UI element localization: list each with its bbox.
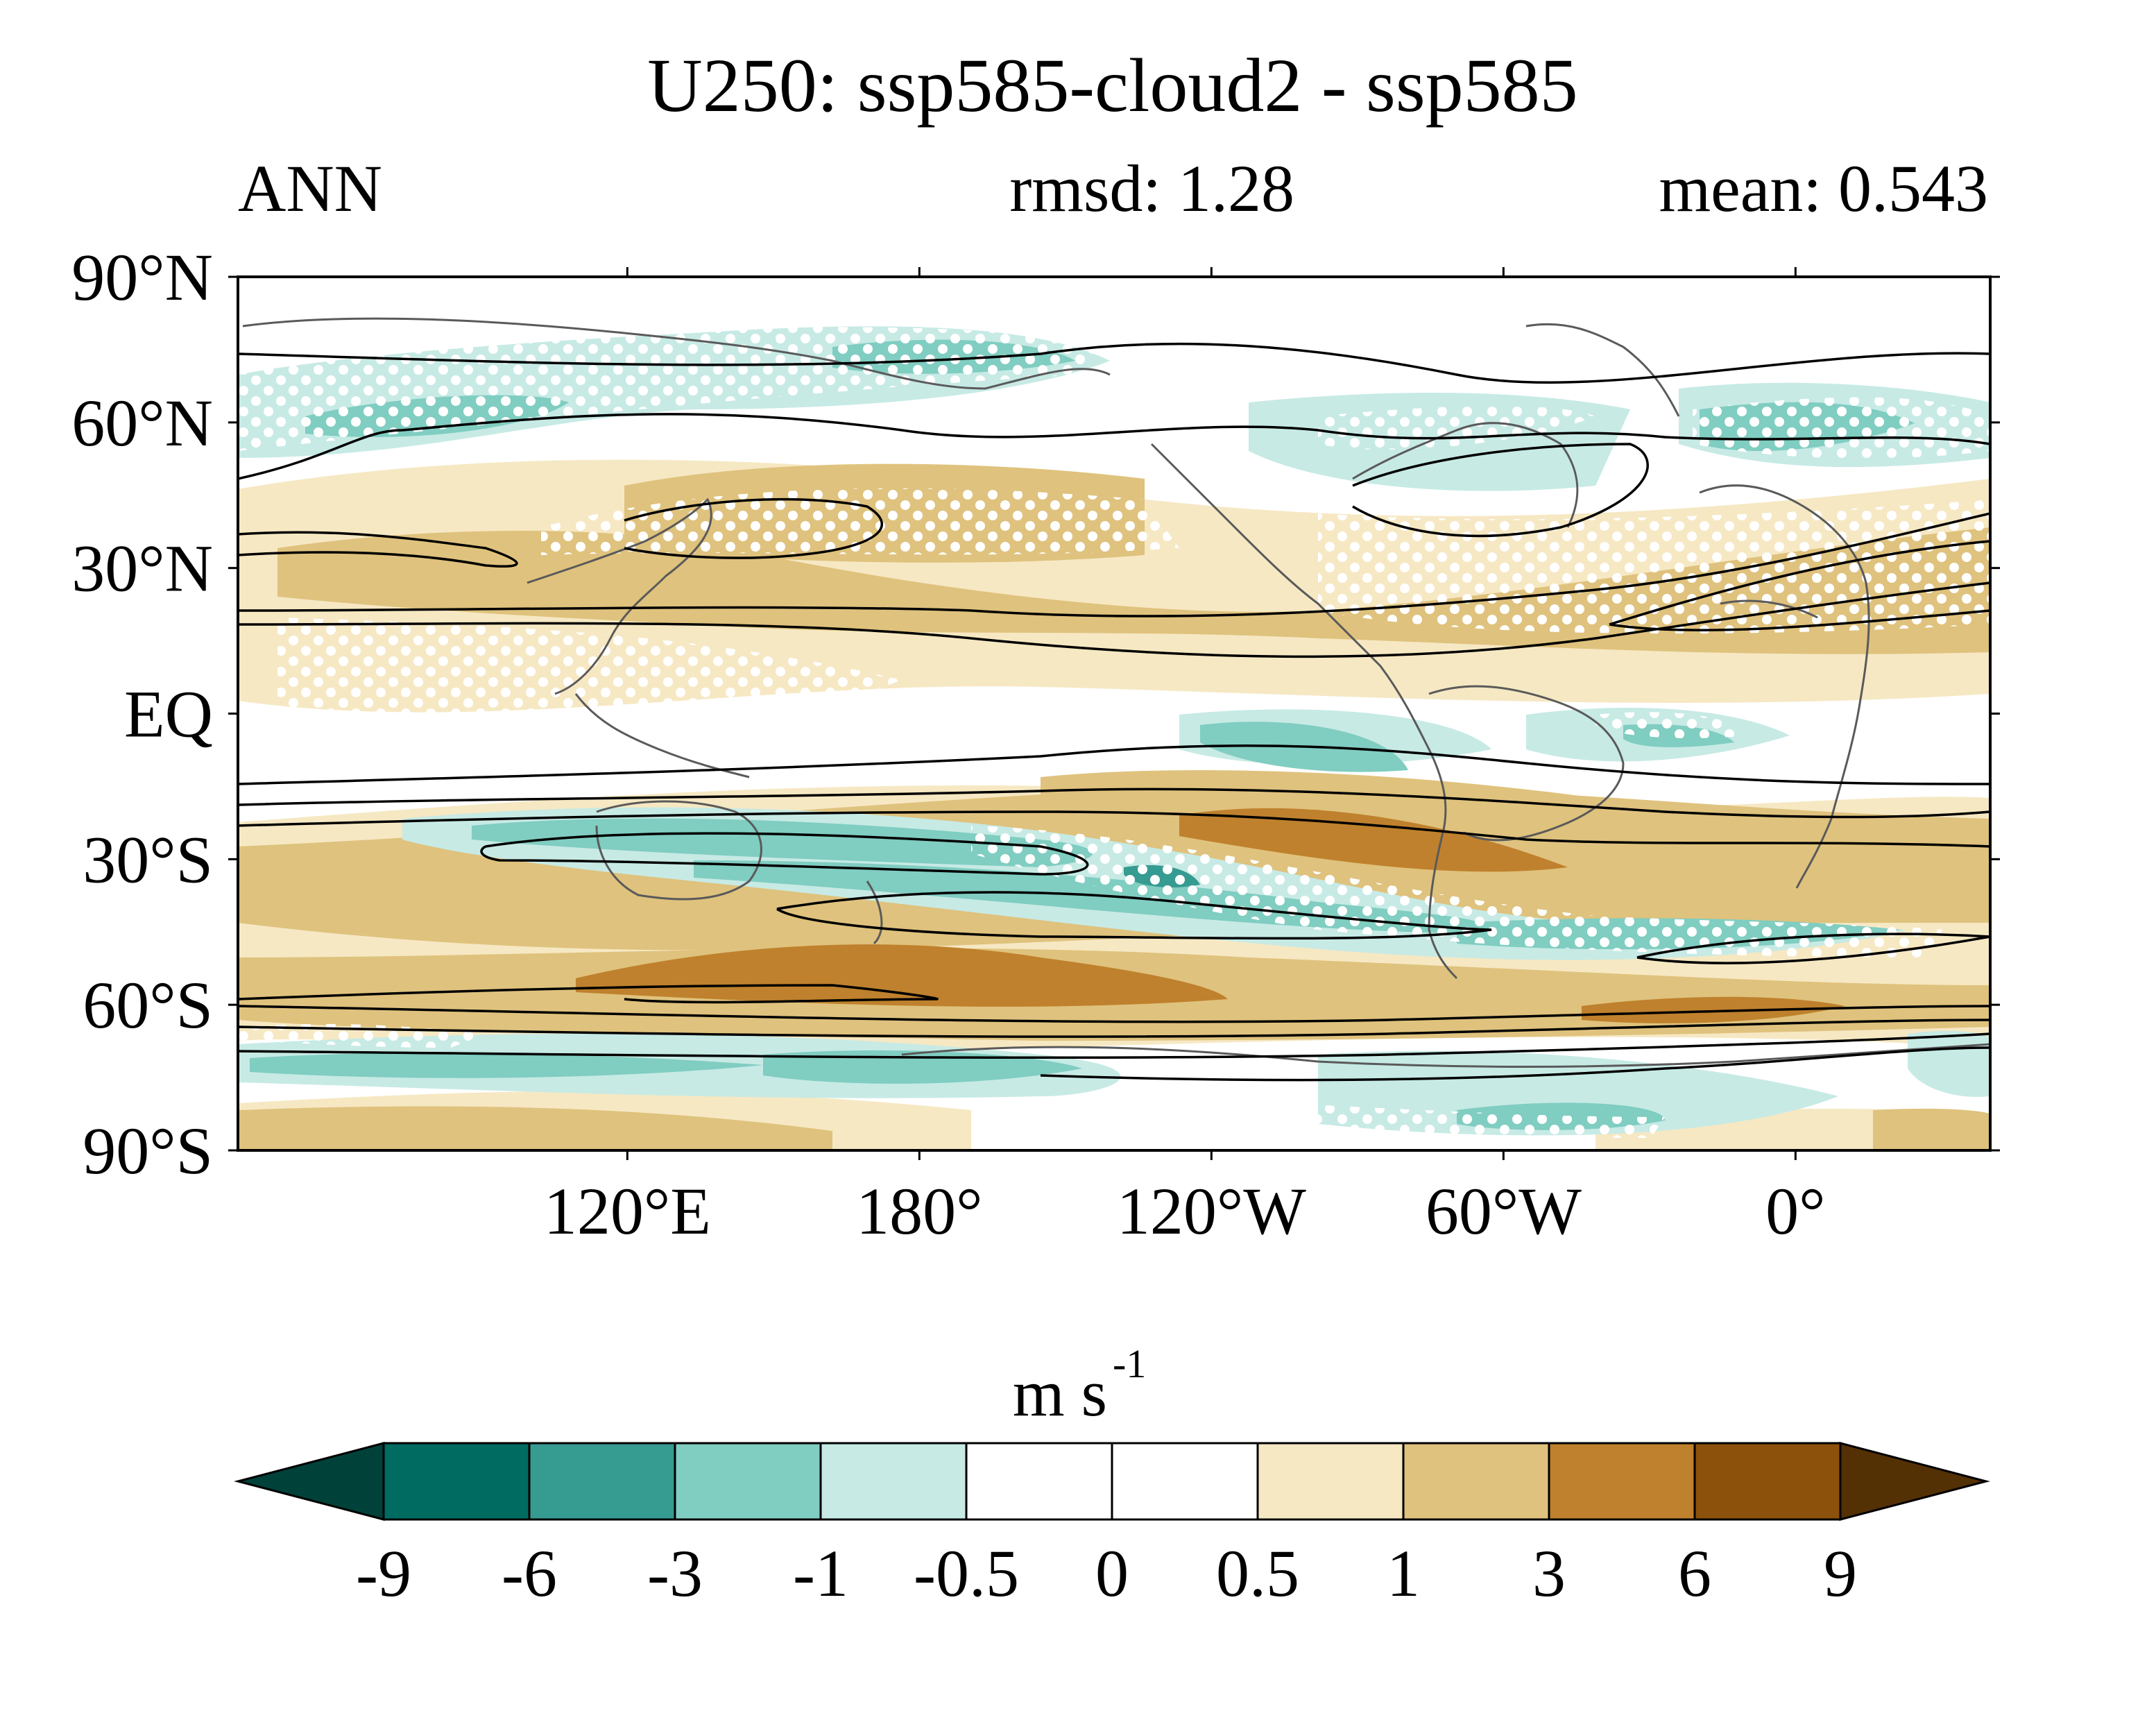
colorbar-tick-label: -6 [502,1536,557,1610]
coastlines [242,317,1990,1068]
lon-label: 0° [1765,1174,1825,1248]
colorbar-bin [382,1442,531,1521]
colorbar-tick-label: 3 [1532,1536,1566,1610]
lat-label: EQ [124,677,213,751]
colorbar: -9 -6 -3 -1 -0.5 0 0.5 1 3 6 9 [234,1442,1990,1610]
colorbar-units-exponent: -1 [1113,1341,1146,1386]
colorbar-extend-high [1839,1442,1990,1521]
colorbar-tick-label: 9 [1824,1536,1857,1610]
colorbar-bin [965,1442,1113,1521]
base-state-contours [238,342,1990,1082]
colorbar-tick-label: 1 [1387,1536,1420,1610]
lat-label: 60°N [71,386,213,460]
colorbar-extend-low [234,1442,385,1521]
season-label: ANN [238,151,382,225]
mean-label: mean: 0.543 [1659,151,1988,225]
lat-label: 60°S [83,968,213,1042]
colorbar-bin [819,1442,968,1521]
colorbar-tick-label: -0.5 [914,1536,1019,1610]
colorbar-bin [1111,1442,1259,1521]
colorbar-bin [674,1442,822,1521]
map-title: U250: ssp585-cloud2 - ssp585 [647,43,1577,128]
colorbar-bin [528,1442,676,1521]
colorbar-tick-label: -3 [647,1536,703,1610]
lat-label: 30°N [71,531,213,606]
lon-label: 120°W [1117,1174,1306,1248]
latitude-axis: 90°N 60°N 30°N EQ 30°S 60°S 90°S [71,240,2000,1188]
shading-strong-positive [576,808,1845,1023]
colorbar-bin [1256,1442,1405,1521]
longitude-axis: 120°E 180° 120°W 60°W 0° [544,267,1826,1248]
colorbar-tick-label: -1 [793,1536,848,1610]
colorbar-bin [1693,1442,1842,1521]
colorbar-tick-label: 6 [1678,1536,1711,1610]
colorbar-bin [1402,1442,1550,1521]
map-panel [237,275,1992,1152]
colorbar-bin [1548,1442,1696,1521]
colorbar-units-base: m s [1013,1356,1107,1430]
rmsd-label: rmsd: 1.28 [1009,151,1294,225]
lon-label: 120°E [544,1174,711,1248]
lat-label: 30°S [83,822,213,896]
lon-label: 60°W [1426,1174,1582,1248]
colorbar-tick-label: 0 [1095,1536,1129,1610]
lon-label: 180° [856,1174,982,1248]
lat-label: 90°N [71,240,213,314]
colorbar-tick-label: 0.5 [1216,1536,1299,1610]
colorbar-tick-label: -9 [356,1536,411,1610]
colorbar-units: m s -1 [1013,1341,1146,1430]
lat-label: 90°S [83,1114,213,1188]
